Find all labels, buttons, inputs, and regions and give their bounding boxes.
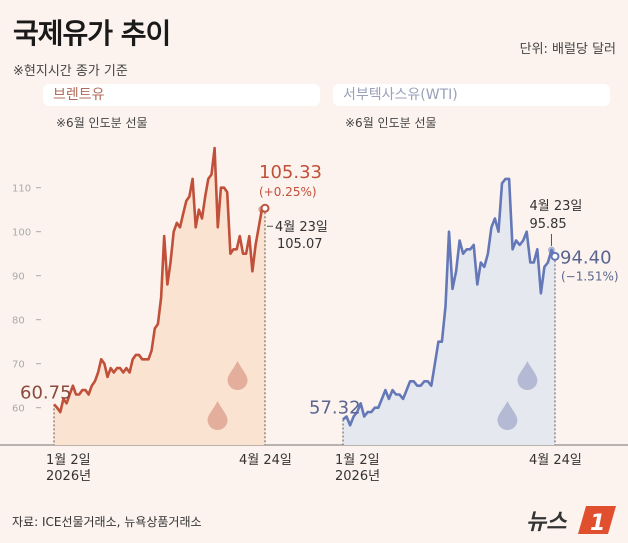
oil-drop-icon xyxy=(227,361,248,390)
brent-end-point xyxy=(260,203,270,213)
brent-start-value: 60.75 xyxy=(20,382,72,403)
source-note: 자료: ICE선물거래소, 뉴욕상품거래소 xyxy=(12,515,202,529)
brent-x-start-label: 1월 2일 xyxy=(46,453,91,468)
wti-end-point xyxy=(550,251,560,261)
wti-x-end-label: 4월 24일 xyxy=(529,453,582,468)
wti-end-change: (−1.51%) xyxy=(561,269,619,283)
basis-note: ※현지시간 종가 기준 xyxy=(13,64,128,79)
brent-x-start-year: 2026년 xyxy=(46,469,91,484)
y-tick-label: 80 xyxy=(12,316,25,327)
brent-end-change: (+0.25%) xyxy=(259,185,317,199)
oil-drop-icon xyxy=(517,361,538,390)
y-tick-label: 90 xyxy=(12,272,25,283)
wti-prev-date: 4월 23일 xyxy=(529,199,582,214)
page-title: 국제유가 추이 xyxy=(13,17,171,50)
wti-end-value: 94.40 xyxy=(560,247,612,268)
wti-x-start-year: 2026년 xyxy=(335,469,380,484)
logo-mark-icon xyxy=(578,506,616,534)
wti-line xyxy=(342,177,557,427)
oil-drop-icon xyxy=(207,401,228,430)
wti-x-start-label: 1월 2일 xyxy=(335,453,380,468)
wti-title: 서부텍사스유(WTI) xyxy=(333,84,610,106)
wti-area xyxy=(343,178,555,445)
news1-logo: 뉴스 1 xyxy=(526,502,618,540)
brent-prev-value: 105.07 xyxy=(277,237,323,252)
svg-text:1: 1 xyxy=(590,511,605,536)
brent-end-value: 105.33 xyxy=(259,162,322,183)
y-tick-label: 110 xyxy=(12,184,31,195)
brent-area xyxy=(54,148,265,445)
y-tick-label: 60 xyxy=(12,404,25,415)
brent-line xyxy=(53,146,266,414)
brent-title: 브렌트유 xyxy=(43,84,320,106)
y-tick-label: 100 xyxy=(12,228,31,239)
wti-prev-point xyxy=(547,246,555,254)
brent-subtitle: ※6월 인도분 선물 xyxy=(56,116,148,130)
unit-label: 단위: 배럴당 달러 xyxy=(519,42,616,57)
oil-drop-icon xyxy=(497,401,518,430)
y-tick-label: 70 xyxy=(12,360,25,371)
wti-prev-value: 95.85 xyxy=(529,217,566,232)
wti-start-value: 57.32 xyxy=(309,397,361,418)
brent-prev-date: 4월 23일 xyxy=(275,220,328,235)
wti-subtitle: ※6월 인도분 선물 xyxy=(345,116,437,130)
svg-text:뉴스: 뉴스 xyxy=(526,510,568,535)
brent-x-end-label: 4월 24일 xyxy=(239,453,292,468)
